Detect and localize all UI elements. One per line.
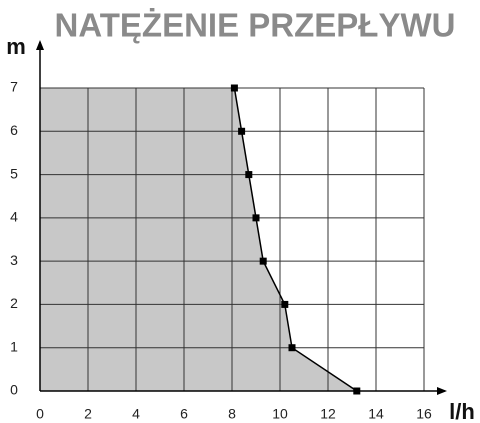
point xyxy=(245,171,253,179)
y-tick-label: 4 xyxy=(10,209,18,225)
x-tick-label: 0 xyxy=(36,406,44,422)
point xyxy=(259,257,267,265)
x-tick-label: 10 xyxy=(272,406,288,422)
y-axis-label: m xyxy=(6,34,26,59)
y-tick-label: 5 xyxy=(10,165,18,181)
point xyxy=(353,387,361,395)
y-tick-label: 7 xyxy=(10,79,18,95)
x-tick-label: 14 xyxy=(368,406,384,422)
x-tick-label: 12 xyxy=(320,406,336,422)
point xyxy=(230,84,238,92)
y-tick-label: 0 xyxy=(10,382,18,398)
x-axis-arrow xyxy=(437,387,447,395)
x-axis-label: l/h xyxy=(449,399,475,423)
x-tick-label: 4 xyxy=(132,406,140,422)
x-tick-label: 8 xyxy=(228,406,236,422)
x-tick-label: 6 xyxy=(180,406,188,422)
point xyxy=(288,344,296,352)
area xyxy=(40,88,357,391)
y-tick-label: 1 xyxy=(10,338,18,354)
point xyxy=(238,127,246,135)
y-tick-label: 3 xyxy=(10,252,18,268)
y-tick-label: 2 xyxy=(10,295,18,311)
x-tick-label: 16 xyxy=(416,406,432,422)
y-tick-label: 6 xyxy=(10,122,18,138)
y-axis-arrow xyxy=(36,40,44,50)
point xyxy=(281,300,289,308)
line xyxy=(233,87,358,392)
chart-title: NATĘŻENIE PRZEPŁYWU xyxy=(55,7,456,44)
x-tick-label: 2 xyxy=(84,406,92,422)
point xyxy=(252,214,260,222)
